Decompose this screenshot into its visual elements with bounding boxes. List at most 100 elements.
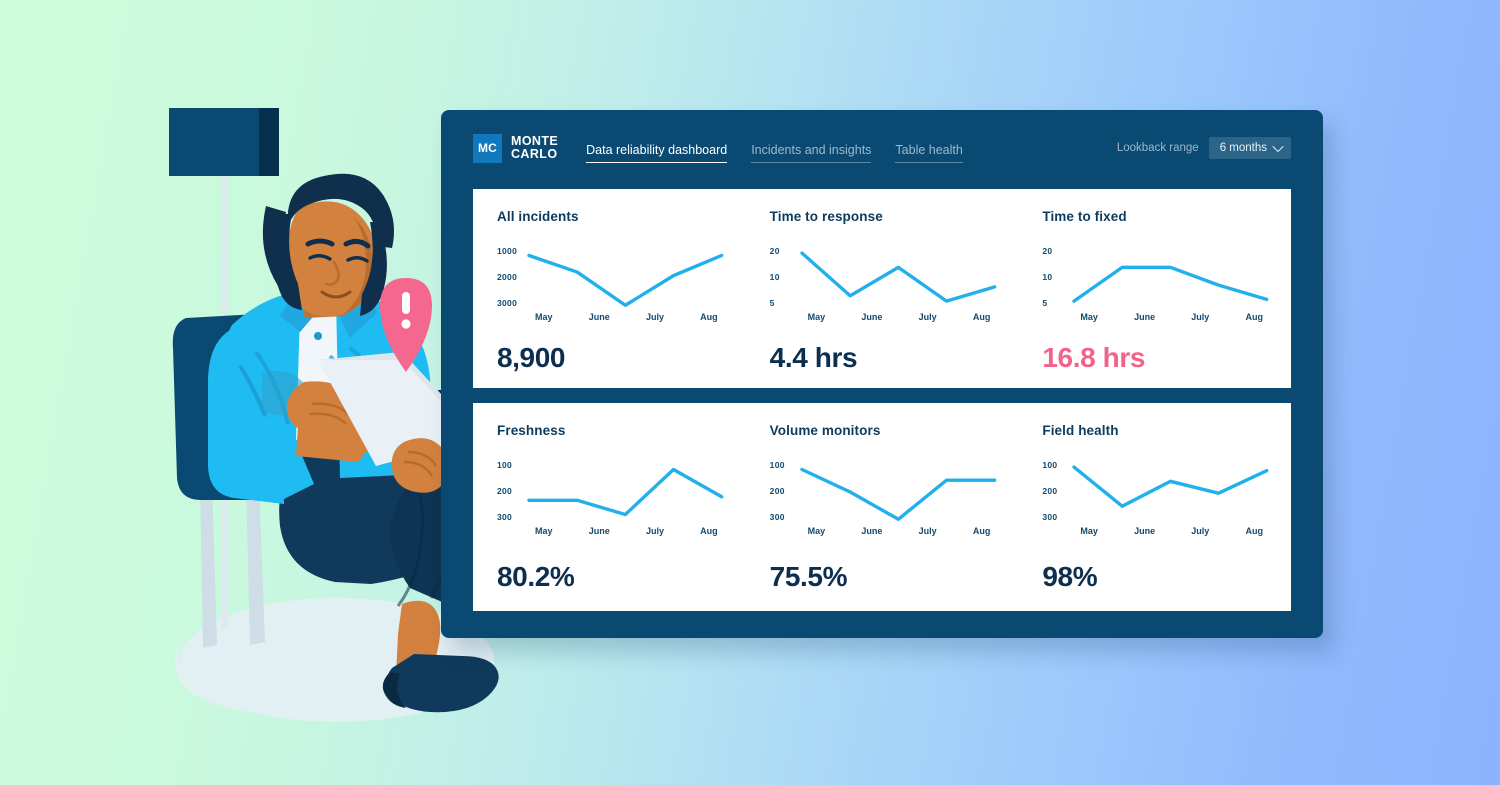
chair-leg-right <box>246 484 265 645</box>
x-tick: May <box>1080 526 1098 536</box>
hair-right <box>360 222 387 316</box>
x-tick: May <box>807 312 826 322</box>
dashboard-window: MC MONTE CARLO Data reliability dashboar… <box>441 110 1323 638</box>
x-tick: June <box>588 312 610 322</box>
sparkline-path <box>802 253 995 301</box>
tab-incidents-and-insights[interactable]: Incidents and insights <box>751 143 872 163</box>
y-tick: 200 <box>497 486 513 496</box>
x-tick: July <box>918 312 937 322</box>
metric-value: 98% <box>1042 561 1098 592</box>
hair-side <box>271 214 302 310</box>
sparkline-chart: 100 200 300 May June July Aug <box>770 460 995 538</box>
y-axis: 100 200 300 <box>497 460 531 522</box>
y-tick: 1000 <box>497 246 518 256</box>
y-tick: 10 <box>1042 272 1053 282</box>
x-axis: May June July Aug <box>804 526 995 536</box>
eyebrow-right <box>343 238 371 249</box>
hair-top <box>287 173 394 248</box>
x-axis: May June July Aug <box>531 312 722 322</box>
y-axis: 100 200 300 <box>770 460 804 522</box>
x-tick: Aug <box>972 526 991 536</box>
sparkline-plot-area <box>802 460 995 524</box>
metric-card-row-top: All incidents 1000 2000 3000 May Ju <box>473 189 1291 388</box>
shoe <box>386 654 499 713</box>
x-tick: July <box>1191 312 1210 322</box>
x-tick: May <box>1080 312 1098 322</box>
lookback-range-control: Lookback range 6 months <box>1117 137 1291 159</box>
tab-table-health[interactable]: Table health <box>895 143 963 163</box>
pin-exclamation-dot <box>401 319 411 329</box>
x-tick: June <box>1134 526 1156 536</box>
chair-leg-left <box>200 480 217 648</box>
eye-right <box>346 256 369 263</box>
sparkline-path <box>1074 467 1267 506</box>
sparkline-plot-area <box>1074 460 1267 524</box>
sparkline-chart: 100 200 300 May June July Aug <box>497 460 722 538</box>
card-time-to-response: Time to response 20 10 5 May June <box>746 189 1019 388</box>
x-tick: Aug <box>700 312 718 322</box>
sparkline-chart: 1000 2000 3000 May June July Aug <box>497 246 722 324</box>
y-tick: 100 <box>769 460 785 470</box>
x-tick: Aug <box>700 526 718 536</box>
x-tick: July <box>645 526 664 536</box>
sign-board-shade <box>259 108 279 176</box>
lookback-range-select[interactable]: 6 months <box>1208 137 1291 159</box>
y-tick: 300 <box>497 512 513 522</box>
sparkline-plot-area <box>1074 246 1267 310</box>
x-tick: Aug <box>1245 526 1264 536</box>
finger-line-1 <box>311 402 349 415</box>
y-tick: 20 <box>769 246 780 256</box>
y-tick: 100 <box>1042 460 1058 470</box>
metric-value: 8,900 <box>497 342 566 373</box>
y-tick: 300 <box>769 512 785 522</box>
sparkline-path <box>529 469 722 514</box>
x-axis: May June July Aug <box>531 526 722 536</box>
eye-left <box>308 254 332 261</box>
card-title: Time to response <box>769 209 883 224</box>
x-axis: May June July Aug <box>804 312 995 322</box>
sparkline-chart: 100 200 300 May June July Aug <box>1042 460 1267 538</box>
jacket-button <box>314 332 322 340</box>
dashboard-header: MC MONTE CARLO Data reliability dashboar… <box>441 110 1323 186</box>
lookback-range-label: Lookback range <box>1116 142 1199 154</box>
tab-data-reliability-dashboard[interactable]: Data reliability dashboard <box>586 143 728 163</box>
metric-value: 16.8 hrs <box>1042 342 1145 373</box>
x-tick: July <box>1191 526 1210 536</box>
sparkline-path <box>1074 267 1267 301</box>
chevron-down-icon <box>1272 140 1284 153</box>
card-title: Field health <box>1042 423 1119 438</box>
y-tick: 2000 <box>497 272 518 282</box>
logo-mark-icon: MC <box>473 133 502 163</box>
y-axis: 20 10 5 <box>770 246 804 308</box>
finger-line-3 <box>407 450 438 467</box>
metric-card-row-bottom: Freshness 100 200 300 May June <box>473 403 1291 611</box>
sparkline-path <box>802 469 995 519</box>
y-axis: 20 10 5 <box>1042 246 1076 308</box>
x-tick: May <box>535 526 553 536</box>
x-tick: May <box>807 526 826 536</box>
y-tick: 200 <box>1042 486 1058 496</box>
card-freshness: Freshness 100 200 300 May June <box>473 403 746 611</box>
card-title: Time to fixed <box>1042 209 1127 224</box>
y-tick: 5 <box>1042 298 1048 308</box>
y-tick: 20 <box>1042 246 1053 256</box>
sparkline-chart: 20 10 5 May June July Aug <box>770 246 995 324</box>
x-axis: May June July Aug <box>1076 312 1267 322</box>
card-title: Volume monitors <box>769 423 881 438</box>
y-tick: 5 <box>769 298 775 308</box>
monte-carlo-logo: MC MONTE CARLO <box>473 133 559 163</box>
x-tick: July <box>918 526 937 536</box>
x-tick: June <box>1134 312 1156 322</box>
x-tick: May <box>535 312 553 322</box>
card-field-health: Field health 100 200 300 May June <box>1018 403 1291 611</box>
nose <box>324 260 340 286</box>
card-volume-monitors: Volume monitors 100 200 300 May Jun <box>746 403 1019 611</box>
lookback-range-value: 6 months <box>1219 142 1267 154</box>
sparkline-path <box>529 255 722 305</box>
x-tick: July <box>645 312 664 322</box>
mouth <box>320 290 352 299</box>
y-tick: 200 <box>769 486 785 496</box>
dashboard-tabs: Data reliability dashboard Incidents and… <box>586 133 963 163</box>
y-axis: 100 200 300 <box>1042 460 1076 522</box>
logo-wordmark: MONTE CARLO <box>511 134 559 161</box>
